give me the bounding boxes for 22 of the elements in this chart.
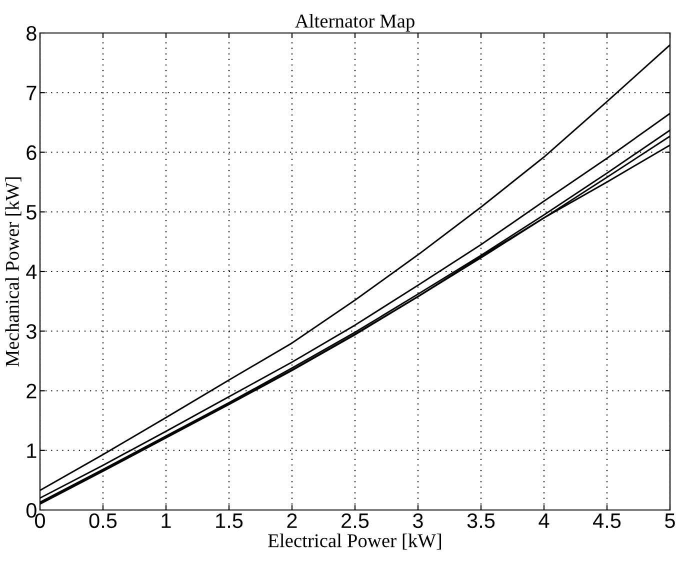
y-tick-label: 0 bbox=[26, 503, 36, 518]
x-tick-label: 2 bbox=[287, 513, 297, 528]
y-tick-label: 5 bbox=[26, 205, 36, 220]
x-tick-label: 0.5 bbox=[89, 513, 117, 528]
x-tick-label: 3.5 bbox=[467, 513, 495, 528]
x-axis-title: Electrical Power [kW] bbox=[268, 534, 442, 550]
x-tick-label: 1 bbox=[162, 514, 171, 528]
y-tick-label: 1 bbox=[27, 444, 36, 458]
y-tick-label: 8 bbox=[26, 26, 36, 41]
y-tick-label: 7 bbox=[26, 86, 36, 100]
x-tick-label: 3 bbox=[413, 513, 423, 528]
y-tick-label: 2 bbox=[26, 384, 36, 398]
x-tick-label: 4 bbox=[538, 514, 550, 528]
y-tick-label: 3 bbox=[26, 324, 36, 339]
y-tick-label: 4 bbox=[26, 264, 37, 280]
chart-title: Alternator Map bbox=[294, 14, 414, 32]
x-tick-label: 1.5 bbox=[216, 514, 243, 528]
y-axis-title: Mechanical Power [kW] bbox=[5, 177, 22, 367]
x-tick-label: 2.5 bbox=[342, 513, 369, 528]
x-tick-label: 5 bbox=[665, 514, 675, 528]
x-tick-label: 4.5 bbox=[593, 514, 621, 528]
y-tick-label: 6 bbox=[26, 145, 36, 160]
